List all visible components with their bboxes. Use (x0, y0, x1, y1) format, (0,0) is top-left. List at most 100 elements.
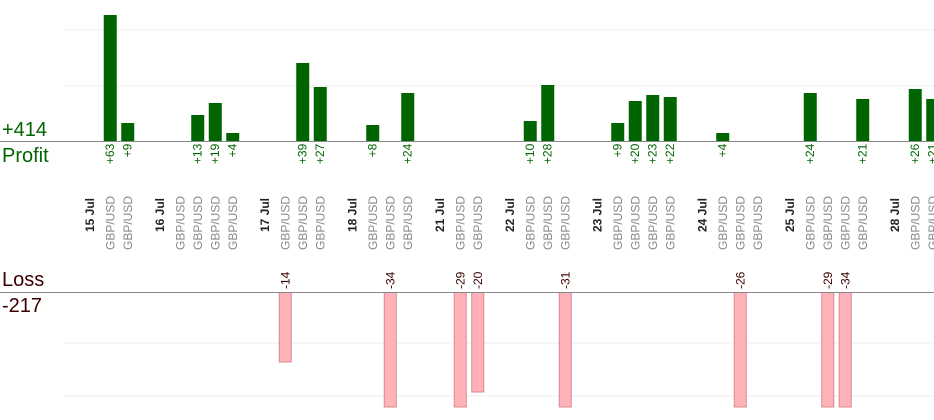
pair-label: GBP/USD (821, 196, 835, 250)
date-label: 17 Jul (258, 198, 272, 232)
loss-bar (733, 292, 747, 408)
loss-bar (821, 292, 835, 408)
profit-value-label: +9 (611, 143, 625, 157)
pair-label: GBP/USD (628, 196, 642, 250)
pair-label: GBP/USD (208, 196, 222, 250)
profit-bar (611, 123, 625, 141)
pair-label: GBP/USD (313, 196, 327, 250)
profit-value-label: +22 (663, 143, 677, 164)
loss-bar (471, 292, 485, 393)
trade-bars (103, 15, 934, 408)
chart-axes (0, 141, 934, 293)
loss-bar (383, 292, 397, 408)
profit-bar (908, 89, 922, 141)
profit-bar (856, 99, 870, 141)
pair-label: GBP/USD (803, 196, 817, 250)
profit-total: +414 (2, 119, 48, 141)
profit-value-label: +8 (366, 143, 380, 157)
loss-bar (558, 292, 572, 408)
profit-bar (523, 121, 537, 141)
profit-bar (296, 63, 310, 141)
pair-label: GBP/USD (103, 196, 117, 250)
loss-bar (453, 292, 467, 408)
profit-bar (401, 93, 415, 141)
pair-label: GBP/USD (558, 196, 572, 250)
pair-label: GBP/USD (471, 196, 485, 250)
loss-value-label: -34 (838, 271, 852, 289)
profit-value-label: +4 (716, 143, 730, 157)
loss-label: Loss (2, 269, 45, 291)
pair-label: GBP/USD (856, 196, 870, 250)
pair-label: GBP/USD (908, 196, 922, 250)
loss-bar (278, 292, 292, 363)
loss-value-label: -29 (821, 271, 835, 289)
profit-value-label: +20 (628, 143, 642, 164)
pair-label: GBP/USD (383, 196, 397, 250)
date-label: 15 Jul (83, 198, 97, 232)
date-label: 23 Jul (591, 198, 605, 232)
pair-label: GBP/USD (733, 196, 747, 250)
profit-value-label: +24 (803, 143, 817, 164)
loss-value-label: -29 (453, 271, 467, 289)
pair-label: GBP/USD (278, 196, 292, 250)
profit-value-label: +13 (191, 143, 205, 164)
profit-value-label: +21 (926, 143, 934, 164)
pair-label: GBP/USD (663, 196, 677, 250)
loss-total: -217 (2, 295, 43, 317)
pair-label: GBP/USD (173, 196, 187, 250)
profit-value-label: +28 (541, 143, 555, 164)
loss-value-label: -20 (471, 271, 485, 289)
loss-value-label: -26 (733, 271, 747, 289)
profit-bar (103, 15, 117, 141)
pair-label: GBP/USD (523, 196, 537, 250)
profit-value-label: +21 (856, 143, 870, 164)
pair-label: GBP/USD (296, 196, 310, 250)
profit-bar (226, 133, 240, 141)
profit-bar (803, 93, 817, 141)
profit-value-label: +19 (208, 143, 222, 164)
profit-bar (208, 103, 222, 141)
date-label: 18 Jul (346, 198, 360, 232)
date-label: 25 Jul (783, 198, 797, 232)
profit-value-label: +27 (313, 143, 327, 164)
pair-label: GBP/USD (646, 196, 660, 250)
pair-label: GBP/USD (121, 196, 135, 250)
date-label: 28 Jul (888, 198, 902, 232)
date-label: 24 Jul (696, 198, 710, 232)
profit-value-label: +26 (908, 143, 922, 164)
loss-bar (838, 292, 852, 408)
pair-label: GBP/USD (453, 196, 467, 250)
loss-value-label: -14 (278, 271, 292, 289)
profit-value-label: +9 (121, 143, 135, 157)
profit-value-label: +39 (296, 143, 310, 164)
pair-label: GBP/USD (366, 196, 380, 250)
date-label: 22 Jul (503, 198, 517, 232)
profit-bar (366, 125, 380, 141)
pair-label: GBP/USD (926, 196, 934, 250)
pair-label: GBP/USD (541, 196, 555, 250)
pair-label: GBP/USD (838, 196, 852, 250)
profit-bar (663, 97, 677, 141)
pair-label: GBP/USD (751, 196, 765, 250)
pair-label: GBP/USD (226, 196, 240, 250)
pair-label: GBP/USD (401, 196, 415, 250)
pair-label: GBP/USD (191, 196, 205, 250)
profit-bar (191, 115, 205, 141)
profit-bar (716, 133, 730, 141)
profit-bar (628, 101, 642, 141)
profit-bar (541, 85, 555, 141)
date-label: 16 Jul (153, 198, 167, 232)
profit-bar (121, 123, 135, 141)
profit-value-label: +24 (401, 143, 415, 164)
profit-value-label: +23 (646, 143, 660, 164)
profit-value-label: +63 (103, 143, 117, 164)
loss-value-label: -34 (383, 271, 397, 289)
grid-lines (64, 29, 934, 397)
profit-bar (926, 99, 934, 141)
profit-label: Profit (2, 145, 49, 167)
profit-value-label: +10 (523, 143, 537, 164)
date-label: 21 Jul (433, 198, 447, 232)
profit-value-label: +4 (226, 143, 240, 157)
profit-bar (646, 95, 660, 141)
